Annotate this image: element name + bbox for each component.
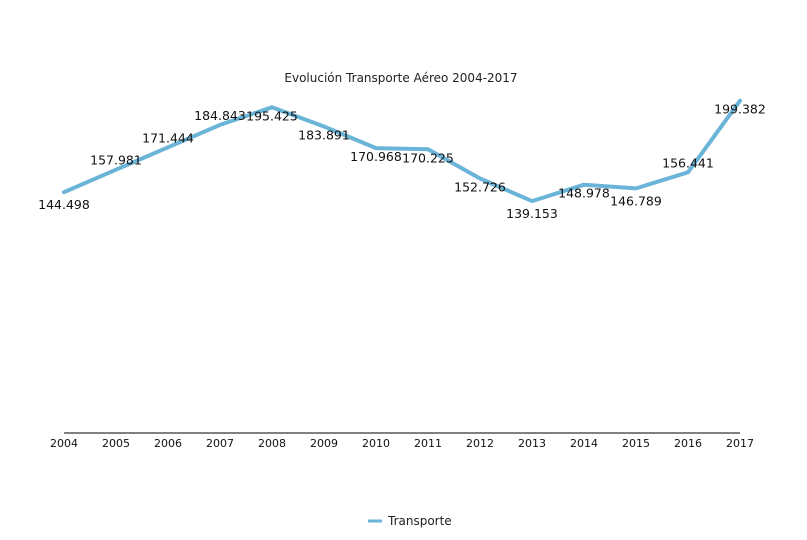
x-tick-label: 2004 bbox=[50, 437, 78, 450]
data-label: 152.726 bbox=[454, 179, 506, 194]
legend[interactable]: Transporte bbox=[368, 514, 452, 528]
data-label: 183.891 bbox=[298, 128, 350, 143]
data-label: 156.441 bbox=[662, 155, 714, 170]
data-label: 195.425 bbox=[246, 108, 298, 123]
data-label: 199.382 bbox=[714, 102, 766, 117]
data-label: 170.225 bbox=[402, 150, 454, 165]
x-tick-label: 2015 bbox=[622, 437, 650, 450]
data-label: 148.978 bbox=[558, 186, 610, 201]
series-line-transporte bbox=[62, 98, 742, 204]
data-label: 184.843 bbox=[194, 108, 246, 123]
x-tick-label: 2011 bbox=[414, 437, 442, 450]
data-label: 157.981 bbox=[90, 153, 142, 168]
x-tick-label: 2012 bbox=[466, 437, 494, 450]
x-tick-label: 2009 bbox=[310, 437, 338, 450]
x-tick-label: 2005 bbox=[102, 437, 130, 450]
legend-label: Transporte bbox=[387, 514, 452, 528]
x-tick-label: 2013 bbox=[518, 437, 546, 450]
chart-title: Evolución Transporte Aéreo 2004-2017 bbox=[284, 71, 517, 85]
data-label: 146.789 bbox=[610, 193, 662, 208]
data-label: 171.444 bbox=[142, 130, 194, 145]
x-axis-ticks: 2004 2005 2006 2007 2008 2009 2010 2011 2012 2013… bbox=[50, 437, 754, 450]
data-label: 144.498 bbox=[38, 197, 90, 212]
data-label: 139.153 bbox=[506, 206, 558, 221]
x-tick-label: 2017 bbox=[726, 437, 754, 450]
data-label: 170.968 bbox=[350, 149, 402, 164]
x-tick-label: 2014 bbox=[570, 437, 598, 450]
x-tick-label: 2008 bbox=[258, 437, 286, 450]
x-tick-label: 2010 bbox=[362, 437, 390, 450]
x-tick-label: 2016 bbox=[674, 437, 702, 450]
x-tick-label: 2006 bbox=[154, 437, 182, 450]
x-tick-label: 2007 bbox=[206, 437, 234, 450]
